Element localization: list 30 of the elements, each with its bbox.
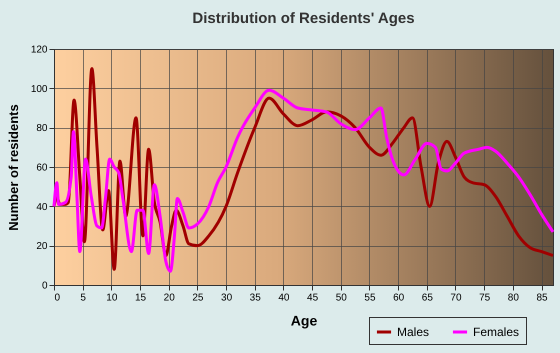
x-tick-label: 60 xyxy=(393,292,405,304)
x-tick-label: 25 xyxy=(192,292,204,304)
x-tick-label: 5 xyxy=(80,292,86,304)
x-tick-label: 30 xyxy=(221,292,233,304)
x-tick-label: 85 xyxy=(536,292,548,304)
y-tick-label: 60 xyxy=(36,162,48,174)
x-tick-label: 0 xyxy=(54,292,60,304)
x-tick-label: 50 xyxy=(336,292,348,304)
x-tick-label: 45 xyxy=(307,292,319,304)
y-tick-label: 40 xyxy=(36,202,48,213)
x-axis-title: Age xyxy=(290,312,318,328)
legend-label: Males xyxy=(397,325,430,339)
x-tick-label: 15 xyxy=(134,292,147,304)
x-tick-label: 10 xyxy=(106,292,118,304)
x-tick-label: 70 xyxy=(450,292,462,304)
y-tick-label: 0 xyxy=(42,280,48,292)
x-tick-label: 80 xyxy=(508,292,520,304)
y-tick-label: 100 xyxy=(30,84,48,95)
x-tick-label: 55 xyxy=(364,292,376,304)
x-tick-label: 65 xyxy=(422,292,434,304)
legend-label: Females xyxy=(473,325,520,339)
x-tick-label: 75 xyxy=(479,292,491,304)
y-tick-label: 80 xyxy=(36,123,48,134)
y-tick-label: 20 xyxy=(36,241,48,252)
y-tick-label: 120 xyxy=(30,44,48,56)
x-tick-label: 40 xyxy=(278,292,290,304)
y-axis-title: Number of residents xyxy=(6,104,21,231)
x-tick-label: 20 xyxy=(164,292,176,304)
x-tick-label: 35 xyxy=(250,292,262,304)
chart-title: Distribution of Residents' Ages xyxy=(192,10,415,27)
